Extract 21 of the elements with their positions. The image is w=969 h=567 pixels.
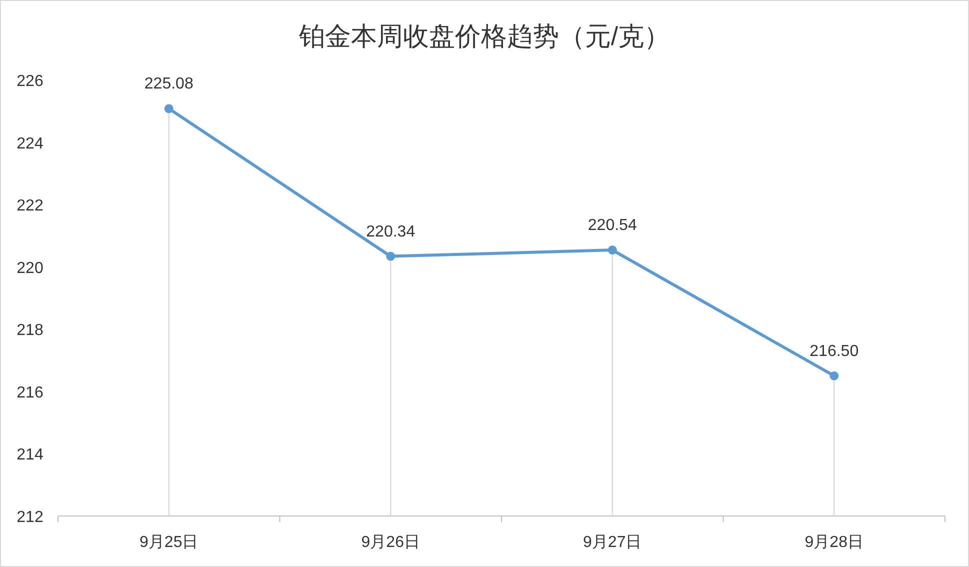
point bbox=[386, 252, 396, 261]
y-tick-label: 216 bbox=[16, 384, 44, 402]
x-tick-label: 9月28日 bbox=[804, 534, 864, 551]
y-tick-label: 226 bbox=[16, 73, 44, 90]
y-tick-label: 220 bbox=[16, 260, 44, 277]
chart-title: 铂金本周收盘价格趋势（元/克） bbox=[298, 21, 670, 51]
x-tick-label: 9月27日 bbox=[583, 534, 642, 551]
text: 216.50 bbox=[810, 342, 859, 360]
y-tick-label: 212 bbox=[16, 509, 44, 526]
point bbox=[830, 371, 839, 380]
point bbox=[164, 104, 174, 114]
y-tick-label: 224 bbox=[16, 135, 44, 152]
text: 225.08 bbox=[144, 76, 194, 93]
y-tick-label: 222 bbox=[16, 198, 44, 215]
text: 220.54 bbox=[588, 217, 637, 234]
y-tick-label: 218 bbox=[16, 322, 44, 340]
y-tick-label: 214 bbox=[16, 446, 44, 464]
point bbox=[608, 246, 617, 255]
x-tick-label: 9月25日 bbox=[140, 534, 198, 551]
x-tick-label: 9月26日 bbox=[361, 534, 420, 551]
text: 220.34 bbox=[366, 223, 416, 240]
